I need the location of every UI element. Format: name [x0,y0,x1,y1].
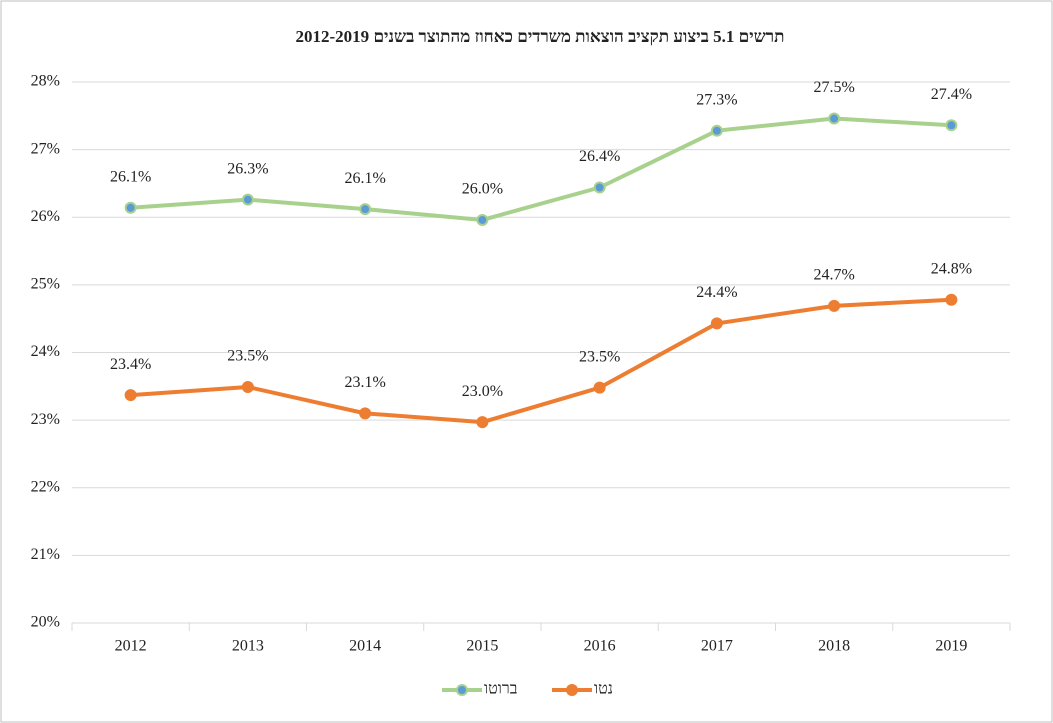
series-line [130,116,952,222]
point [476,213,489,226]
x-tick-label: 2018 [818,638,850,655]
data-label: 24.4% [696,284,737,301]
data-label: 26.4% [579,148,620,165]
legend-label: נטו [594,681,613,698]
y-tick-label: 21% [31,546,60,563]
data-label: 23.0% [462,383,503,400]
point [241,380,254,393]
y-tick-label: 23% [31,411,60,428]
data-label: 24.8% [931,260,972,277]
y-tick-label: 27% [31,140,60,157]
y-tick-label: 25% [31,276,60,293]
point [593,381,606,394]
data-label: 27.4% [931,86,972,103]
point [476,416,489,429]
data-label: 26.0% [462,181,503,198]
y-tick-label: 28% [31,73,60,90]
x-tick-label: 2016 [584,638,616,655]
x-tick-label: 2017 [701,638,733,655]
point [828,112,841,125]
y-tick-label: 24% [31,343,60,360]
legend-marker [456,684,468,696]
chart-title: תרשים 5.1 ביצוע תקציב הוצאות משרדים כאחו… [296,27,785,46]
y-tick-label: 22% [31,478,60,495]
data-label: 27.5% [813,79,854,96]
series-line [130,297,952,425]
point [124,201,137,214]
data-label: 26.1% [110,168,151,185]
legend-marker [566,684,578,696]
data-label: 27.3% [696,91,737,108]
point [710,317,723,330]
x-tick-label: 2015 [466,638,498,655]
data-label: 23.5% [227,348,268,365]
point [710,124,723,137]
x-tick-label: 2014 [349,638,381,655]
x-tick-label: 2012 [115,638,147,655]
point [945,119,958,132]
point [945,293,958,306]
data-label: 26.1% [344,170,385,187]
data-label: 24.7% [813,267,854,284]
x-tick-label: 2013 [232,638,264,655]
y-tick-label: 26% [31,208,60,225]
point [828,299,841,312]
data-label: 23.1% [344,374,385,391]
data-label: 23.4% [110,356,151,373]
point [241,193,254,206]
point [124,389,137,402]
data-label: 26.3% [227,160,268,177]
point [593,181,606,194]
y-tick-label: 20% [31,614,60,631]
point [359,407,372,420]
point [359,203,372,216]
legend-label: ברוטו [484,681,518,698]
data-label: 23.5% [579,348,620,365]
x-tick-label: 2019 [935,638,967,655]
